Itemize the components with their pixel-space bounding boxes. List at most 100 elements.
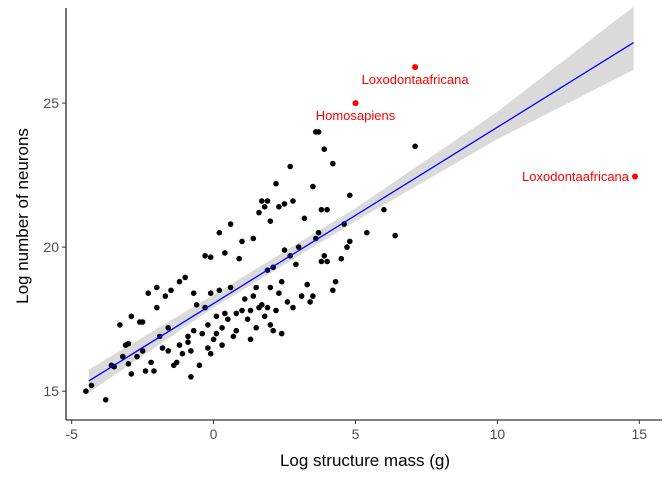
data-point xyxy=(165,325,171,331)
data-point xyxy=(301,215,308,222)
data-point xyxy=(145,290,152,297)
data-point xyxy=(381,206,387,213)
data-point xyxy=(364,229,370,236)
data-point xyxy=(273,307,279,314)
data-point xyxy=(310,183,316,190)
data-point xyxy=(276,290,282,297)
data-point xyxy=(330,287,336,294)
data-point xyxy=(182,274,188,281)
data-point xyxy=(179,350,186,357)
y-tick-label: 20 xyxy=(43,239,59,255)
point-annotation: Loxodontaafricana xyxy=(522,169,630,184)
x-tick-label: 15 xyxy=(632,426,648,442)
data-point xyxy=(207,290,214,297)
data-point xyxy=(310,293,316,299)
data-point xyxy=(125,340,132,347)
data-point xyxy=(293,261,299,268)
data-point xyxy=(185,339,191,346)
data-point xyxy=(278,330,285,337)
data-point xyxy=(315,129,322,135)
data-point xyxy=(233,327,240,334)
data-point xyxy=(261,313,268,320)
data-point xyxy=(267,284,274,291)
data-point xyxy=(270,327,277,334)
highlighted-point xyxy=(412,64,419,71)
data-point xyxy=(117,322,123,328)
x-tick-label: 10 xyxy=(490,426,506,442)
data-point xyxy=(185,333,191,340)
data-point xyxy=(120,353,126,360)
data-point xyxy=(176,278,183,285)
data-point xyxy=(225,316,231,323)
data-point xyxy=(324,206,330,213)
data-point xyxy=(247,307,254,314)
data-point xyxy=(213,313,220,320)
axes-layer: -5 0 5 10 15 15 20 25 xyxy=(43,8,662,442)
data-point xyxy=(239,307,245,314)
data-point xyxy=(162,293,169,299)
data-point xyxy=(264,304,271,311)
data-point xyxy=(264,198,271,204)
data-point xyxy=(219,342,225,348)
data-point xyxy=(290,198,296,204)
data-point xyxy=(284,299,291,305)
data-point xyxy=(102,397,109,403)
data-point xyxy=(287,163,294,170)
data-point xyxy=(392,232,399,239)
data-point xyxy=(278,278,285,285)
data-point xyxy=(261,204,268,210)
data-point xyxy=(139,348,146,354)
data-point xyxy=(83,388,89,395)
data-point xyxy=(227,221,234,227)
data-point xyxy=(188,374,194,380)
data-point xyxy=(250,293,257,299)
data-point xyxy=(213,330,220,337)
data-point xyxy=(125,361,132,367)
data-point xyxy=(139,319,146,325)
data-point xyxy=(134,353,140,360)
data-point xyxy=(290,304,296,311)
data-point xyxy=(216,229,223,236)
data-point xyxy=(273,180,279,187)
data-point xyxy=(205,345,211,351)
data-point xyxy=(242,296,248,302)
data-point xyxy=(216,287,223,294)
data-point xyxy=(281,247,288,253)
data-point xyxy=(205,322,211,328)
data-point xyxy=(207,254,214,260)
data-point xyxy=(128,371,135,377)
data-point xyxy=(307,299,313,305)
point-annotation: Homosapiens xyxy=(316,108,396,123)
data-point xyxy=(256,209,262,216)
y-tick-label: 15 xyxy=(43,383,59,399)
x-axis-title: Log structure mass (g) xyxy=(280,451,450,470)
highlighted-point xyxy=(632,173,638,180)
data-point xyxy=(321,146,328,152)
data-point xyxy=(318,206,325,213)
data-point xyxy=(281,201,288,207)
data-point xyxy=(88,382,95,389)
y-axis-title: Log number of neurons xyxy=(13,128,32,304)
point-annotation: Loxodontaafricana xyxy=(362,72,470,87)
highlight-layer: Loxodontaafricana Homosapiens Loxodontaafr… xyxy=(316,64,638,184)
data-point xyxy=(168,287,174,294)
data-point xyxy=(210,336,217,343)
data-point xyxy=(193,302,200,308)
data-point xyxy=(295,244,302,250)
data-point xyxy=(347,238,353,245)
x-tick-label: 0 xyxy=(210,426,218,442)
data-point xyxy=(190,290,197,297)
data-point xyxy=(239,238,245,245)
data-point xyxy=(244,316,251,323)
points-layer xyxy=(83,129,418,403)
data-point xyxy=(259,302,265,308)
x-tick-label: -5 xyxy=(65,426,78,442)
data-point xyxy=(207,350,214,357)
data-point xyxy=(233,310,240,317)
data-point xyxy=(304,281,311,288)
data-point xyxy=(151,368,157,374)
data-point xyxy=(267,322,274,328)
data-point xyxy=(321,253,328,259)
data-point xyxy=(412,143,418,150)
